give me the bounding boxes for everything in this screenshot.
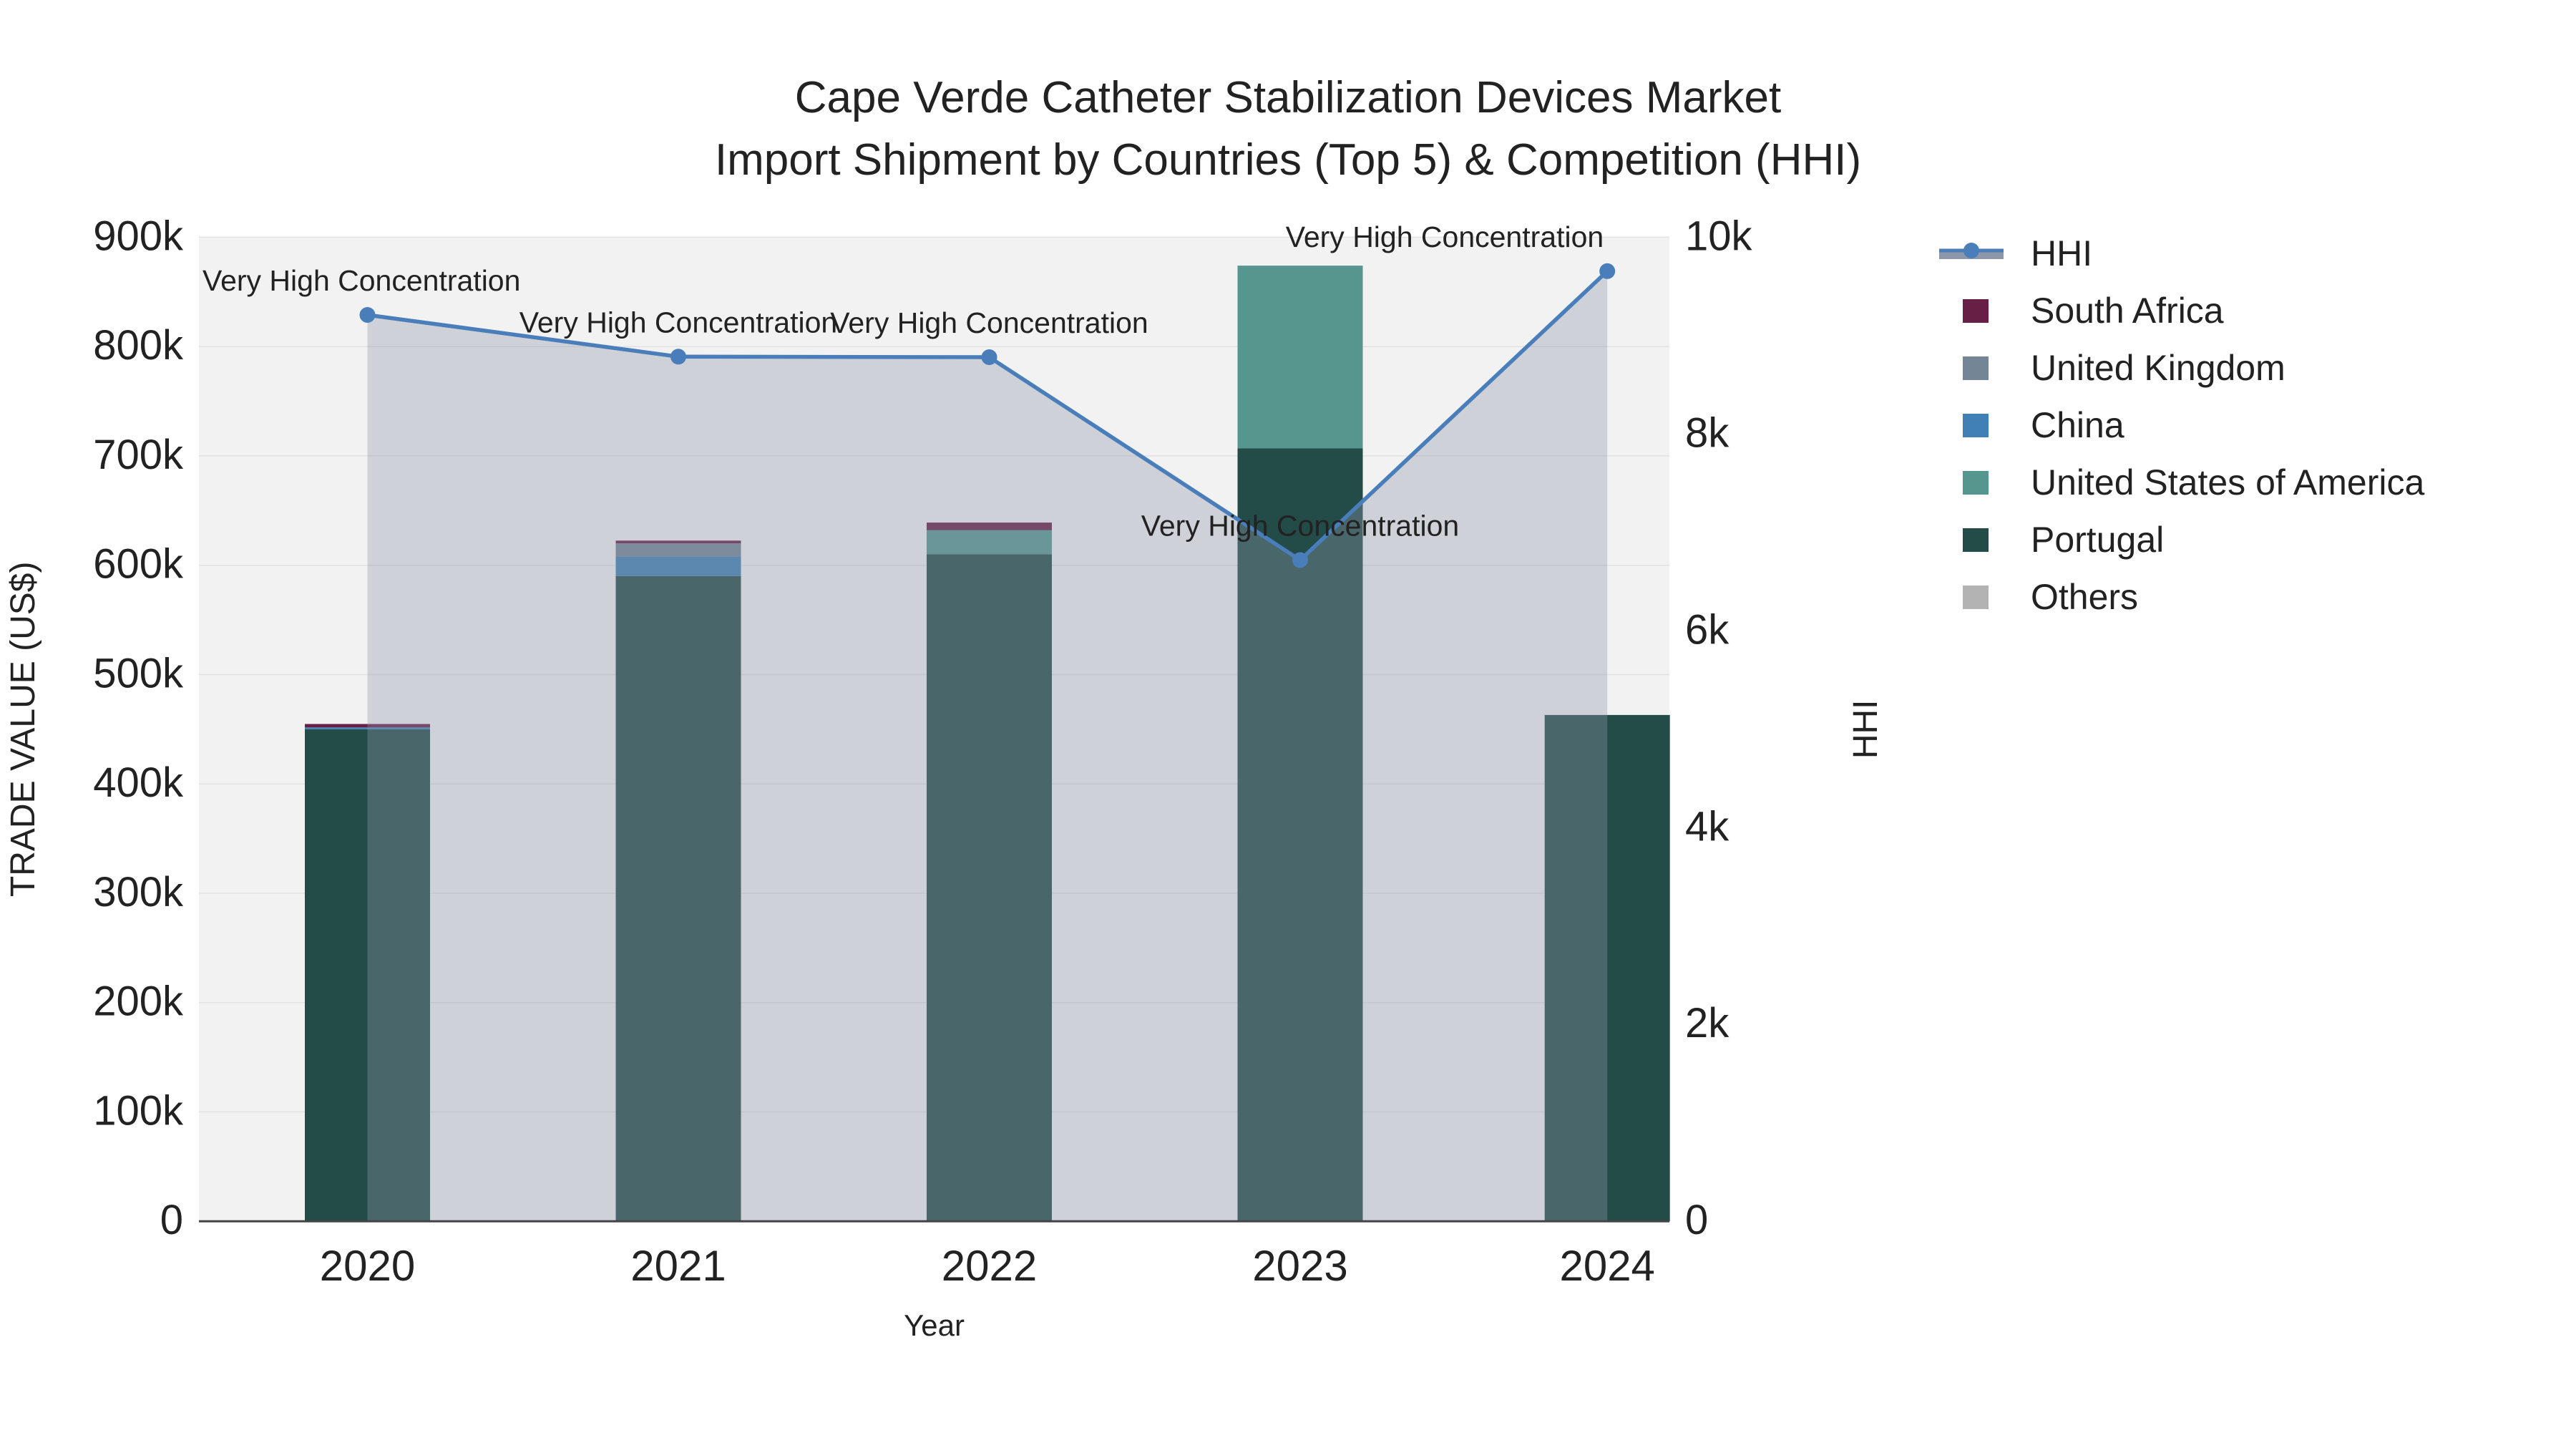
- svg-text:United States of America: United States of America: [2031, 462, 2424, 502]
- svg-text:200k: 200k: [93, 978, 184, 1025]
- svg-text:Very High Concentration: Very High Concentration: [1286, 220, 1604, 253]
- svg-text:300k: 300k: [93, 869, 184, 915]
- svg-text:2020: 2020: [320, 1242, 415, 1290]
- svg-text:2023: 2023: [1252, 1242, 1347, 1290]
- svg-text:900k: 900k: [93, 213, 184, 259]
- svg-text:HHI: HHI: [1847, 699, 1885, 759]
- svg-text:100k: 100k: [93, 1087, 184, 1134]
- svg-text:2024: 2024: [1559, 1242, 1654, 1290]
- svg-text:800k: 800k: [93, 322, 184, 369]
- svg-text:Portugal: Portugal: [2031, 520, 2164, 560]
- svg-text:0: 0: [160, 1197, 183, 1243]
- svg-text:700k: 700k: [93, 432, 184, 478]
- svg-text:600k: 600k: [93, 541, 184, 588]
- svg-text:2022: 2022: [942, 1242, 1037, 1290]
- svg-text:Year: Year: [904, 1308, 965, 1342]
- svg-text:4k: 4k: [1685, 803, 1729, 850]
- svg-text:0: 0: [1685, 1197, 1708, 1243]
- svg-text:Very High Concentration: Very High Concentration: [1141, 510, 1459, 543]
- svg-text:Others: Others: [2031, 577, 2138, 617]
- svg-text:China: China: [2031, 405, 2124, 445]
- svg-text:Very High Concentration: Very High Concentration: [203, 264, 520, 297]
- svg-text:400k: 400k: [93, 759, 184, 806]
- svg-text:Very High Concentration: Very High Concentration: [519, 306, 837, 339]
- svg-text:Very High Concentration: Very High Concentration: [830, 306, 1148, 339]
- svg-text:Cape Verde Catheter Stabilizat: Cape Verde Catheter Stabilization Device…: [795, 73, 1781, 122]
- svg-text:South Africa: South Africa: [2031, 291, 2224, 331]
- svg-text:8k: 8k: [1685, 409, 1729, 456]
- svg-text:10k: 10k: [1685, 213, 1753, 259]
- svg-text:Import Shipment by Countries (: Import Shipment by Countries (Top 5) & C…: [715, 135, 1861, 185]
- svg-text:2021: 2021: [630, 1242, 726, 1290]
- svg-text:2k: 2k: [1685, 1000, 1729, 1046]
- svg-text:500k: 500k: [93, 650, 184, 696]
- svg-text:TRADE VALUE (US$): TRADE VALUE (US$): [4, 562, 42, 898]
- svg-text:HHI: HHI: [2031, 233, 2092, 273]
- svg-text:6k: 6k: [1685, 606, 1729, 653]
- svg-text:United Kingdom: United Kingdom: [2031, 348, 2285, 388]
